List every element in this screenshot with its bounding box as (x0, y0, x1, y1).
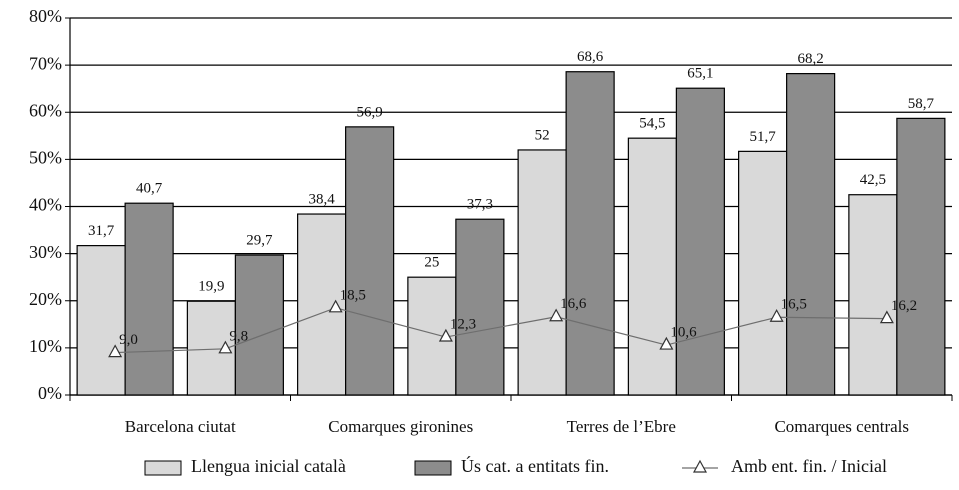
bar-value-label: 58,7 (908, 96, 935, 112)
bar (738, 150, 788, 396)
line-marker (108, 344, 123, 358)
bar (76, 245, 126, 396)
bar-value-label: 38,4 (309, 191, 336, 207)
bar-value-label: 51,7 (750, 129, 777, 145)
line-marker (549, 308, 564, 322)
bar (517, 149, 567, 396)
line-marker (438, 328, 453, 342)
bar-value-label: 52 (535, 127, 550, 143)
bar-value-label: 54,5 (639, 116, 665, 132)
line (115, 307, 887, 354)
y-tick-label: 70% (29, 53, 62, 73)
legend-label: Llengua inicial català (191, 456, 346, 476)
bar (786, 73, 836, 396)
y-tick-label: 40% (29, 195, 62, 215)
x-tick-label: Comarques centrals (774, 417, 909, 436)
legend-label: Amb ent. fin. / Inicial (731, 456, 887, 476)
bar-value-label: 31,7 (88, 223, 115, 239)
line-marker (218, 340, 233, 354)
x-tick-label: Comarques gironines (328, 417, 473, 436)
y-tick-label: 10% (29, 336, 62, 356)
line-value-label: 16,6 (560, 296, 587, 312)
bar (234, 254, 284, 396)
line-value-label: 16,2 (891, 298, 917, 314)
bar (345, 126, 395, 396)
x-tick-label: Barcelona ciutat (125, 417, 236, 436)
line-value-label: 10,6 (670, 324, 697, 340)
line-marker (879, 310, 894, 324)
line-value-label: 16,5 (781, 297, 807, 313)
y-tick-label: 50% (29, 148, 62, 168)
y-tick-label: 20% (29, 289, 62, 309)
legend-label: Ús cat. a entitats fin. (461, 455, 609, 476)
bar (896, 117, 946, 396)
bar (407, 276, 457, 396)
line-value-label: 9,0 (119, 332, 138, 348)
bar-value-label: 42,5 (860, 172, 886, 188)
line-marker (769, 308, 784, 322)
y-tick-label: 80% (29, 6, 62, 26)
legend-swatch (144, 460, 182, 476)
bar-value-label: 37,3 (467, 197, 493, 213)
bar-value-label: 68,2 (798, 51, 824, 67)
y-tick-label: 0% (38, 383, 62, 403)
legend-swatch (414, 460, 452, 476)
bar-value-label: 19,9 (198, 279, 224, 295)
bar (455, 218, 505, 396)
bar-value-label: 40,7 (136, 181, 163, 197)
bar (675, 87, 725, 396)
line-value-label: 9,8 (229, 328, 248, 344)
line-marker (659, 336, 674, 350)
line-marker (328, 299, 343, 313)
bar (848, 194, 898, 396)
bar (565, 71, 615, 396)
y-tick-label: 60% (29, 100, 62, 120)
bar (627, 137, 677, 396)
bar-value-label: 29,7 (246, 232, 273, 248)
line-value-label: 18,5 (340, 287, 366, 303)
bar-value-label: 68,6 (577, 49, 604, 65)
bar-value-label: 56,9 (357, 104, 383, 120)
bar (124, 202, 174, 396)
legend-marker (692, 459, 708, 473)
x-tick-label: Terres de l’Ebre (567, 417, 676, 436)
bar (297, 213, 347, 396)
y-tick-label: 30% (29, 242, 62, 262)
line-value-label: 12,3 (450, 316, 476, 332)
bar-value-label: 25 (424, 255, 439, 271)
bar-value-label: 65,1 (687, 66, 713, 82)
